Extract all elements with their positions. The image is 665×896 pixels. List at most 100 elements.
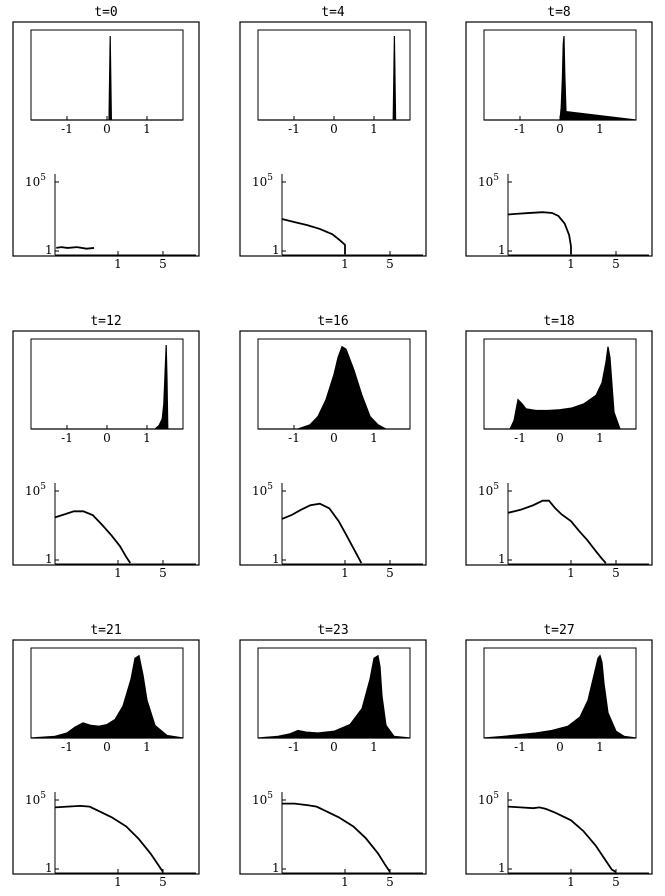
panel-title: t=21 [90, 623, 121, 638]
x-tick-label: 1 [114, 875, 122, 889]
y-tick-label-bottom: 1 [272, 243, 280, 257]
top-plot-frame [30, 338, 184, 430]
distribution-area [483, 654, 637, 739]
panel: t=23 -1 0 1 105 1 1 5 [239, 623, 427, 889]
y-tick-label-bottom: 1 [272, 861, 280, 875]
y-tick-label-bottom: 1 [45, 552, 53, 566]
x-tick-label: 0 [330, 740, 338, 754]
top-plot-frame [257, 647, 411, 739]
x-tick-label: 0 [556, 431, 564, 445]
spectrum-line [54, 804, 164, 873]
y-tick-label-top: 105 [252, 482, 273, 498]
x-tick-label: 1 [143, 740, 151, 754]
panel-frame [12, 639, 200, 875]
panel-title: t=23 [317, 623, 348, 638]
x-tick-label: 5 [159, 566, 167, 580]
spectrum-line [281, 218, 346, 254]
y-tick-label-top: 105 [478, 482, 499, 498]
x-tick-label: 5 [159, 257, 167, 271]
x-tick-label: 1 [370, 122, 378, 136]
spectrum-line [54, 510, 132, 564]
spectrum-line [56, 246, 95, 250]
panel-frame [465, 330, 653, 566]
x-tick-label: -1 [61, 122, 73, 136]
x-tick-label: -1 [514, 431, 526, 445]
panel: t=18 -1 0 1 105 1 1 5 [465, 314, 653, 580]
distribution-area [31, 35, 183, 121]
y-tick-label-top: 105 [478, 173, 499, 189]
x-tick-label: 0 [330, 122, 338, 136]
top-plot-frame [483, 29, 637, 121]
y-tick-label-bottom: 1 [498, 243, 506, 257]
distribution-area [31, 344, 183, 430]
x-tick-label: 5 [612, 875, 620, 889]
x-tick-label: -1 [288, 122, 300, 136]
x-tick-label: 1 [341, 566, 349, 580]
panel-frame [239, 639, 427, 875]
y-tick-label-top: 105 [252, 173, 273, 189]
x-tick-label: -1 [288, 740, 300, 754]
x-tick-label: 5 [612, 566, 620, 580]
y-tick-label-top: 105 [25, 173, 46, 189]
x-tick-label: 1 [114, 257, 122, 271]
spectrum-line [507, 499, 607, 564]
x-tick-label: 0 [103, 740, 111, 754]
x-tick-label: 5 [612, 257, 620, 271]
x-tick-label: -1 [61, 740, 73, 754]
distribution-area [30, 654, 184, 739]
x-tick-label: 1 [143, 122, 151, 136]
panel: t=16 -1 0 1 105 1 1 5 [239, 314, 427, 580]
x-tick-label: -1 [61, 431, 73, 445]
panel: t=12 -1 0 1 105 1 1 5 [12, 314, 200, 580]
distribution-area [484, 346, 636, 430]
y-tick-label-top: 105 [25, 482, 46, 498]
panel: t=8 -1 0 1 105 1 1 5 [465, 5, 653, 271]
x-tick-label: 0 [103, 122, 111, 136]
panel: t=27 -1 0 1 105 1 1 5 [465, 623, 653, 889]
panel-title: t=16 [317, 314, 348, 329]
x-tick-label: 1 [114, 566, 122, 580]
distribution-area [484, 35, 637, 121]
panel-frame [465, 639, 653, 875]
x-tick-label: 5 [386, 875, 394, 889]
panel-title: t=4 [321, 5, 345, 20]
panel-title: t=8 [547, 5, 570, 20]
x-tick-label: 0 [556, 122, 564, 136]
x-tick-label: 5 [386, 566, 394, 580]
panel-title: t=18 [543, 314, 574, 329]
x-tick-label: 0 [103, 431, 111, 445]
x-tick-label: 1 [567, 875, 575, 889]
x-tick-label: -1 [514, 740, 526, 754]
x-tick-label: 5 [159, 875, 167, 889]
x-tick-label: 1 [567, 257, 575, 271]
panel: t=4 -1 0 1 105 1 1 5 [239, 5, 427, 271]
distribution-area [258, 345, 410, 430]
y-tick-label-bottom: 1 [45, 243, 53, 257]
panel-title: t=12 [90, 314, 121, 329]
panel: t=0 -1 0 1 105 1 1 5 [12, 5, 200, 271]
y-tick-label-bottom: 1 [45, 861, 53, 875]
y-tick-label-bottom: 1 [498, 552, 506, 566]
panel-frame [239, 21, 427, 257]
panel: t=21 -1 0 1 105 1 1 5 [12, 623, 200, 889]
y-tick-label-bottom: 1 [498, 861, 506, 875]
distribution-area [257, 654, 411, 739]
panel-frame [465, 21, 653, 257]
x-tick-label: 0 [556, 740, 564, 754]
x-tick-label: 1 [596, 740, 604, 754]
distribution-area [258, 35, 410, 121]
panel-frame [12, 21, 200, 257]
x-tick-label: 1 [370, 431, 378, 445]
x-tick-label: -1 [288, 431, 300, 445]
spectrum-line [281, 502, 363, 564]
x-tick-label: 1 [596, 122, 604, 136]
panel-frame [12, 330, 200, 566]
spectrum-line [282, 802, 391, 873]
x-tick-label: 0 [330, 431, 338, 445]
x-tick-label: 1 [143, 431, 151, 445]
panel-frame [239, 330, 427, 566]
x-tick-label: 5 [386, 257, 394, 271]
x-tick-label: -1 [514, 122, 526, 136]
y-tick-label-bottom: 1 [272, 552, 280, 566]
